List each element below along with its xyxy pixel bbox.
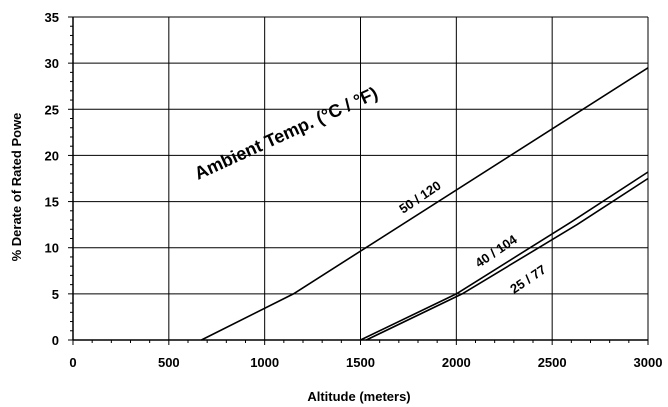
x-tick-label: 1000: [250, 355, 279, 370]
series-line-2: [360, 171, 649, 341]
y-tick-label: 25: [45, 102, 59, 117]
y-tick-label: 30: [45, 56, 59, 71]
x-axis-label: Altitude (meters): [307, 389, 410, 404]
ambient-temp-annotation: Ambient Temp. (°C / °F): [191, 83, 380, 184]
x-tick-label: 3000: [634, 355, 663, 370]
x-tick-label: 2000: [442, 355, 471, 370]
series-line-3: [365, 177, 649, 341]
series-label-25-77: 25 / 77: [507, 262, 548, 297]
gridlines: [73, 16, 649, 340]
y-tick-label: 5: [52, 287, 59, 302]
series-label-50-120: 50 / 120: [396, 178, 443, 217]
x-tick-label: 0: [69, 355, 76, 370]
x-axis-ticks: 0 500 1000 1500 2000 2500 3000: [69, 340, 662, 370]
series-label-40-104: 40 / 104: [472, 231, 520, 270]
y-tick-label: 0: [52, 333, 59, 348]
x-tick-label: 1500: [346, 355, 375, 370]
x-tick-label: 2500: [538, 355, 567, 370]
y-tick-label: 35: [45, 10, 59, 25]
series-line-1: [201, 67, 649, 341]
y-tick-label: 10: [45, 241, 59, 256]
y-tick-label: 15: [45, 195, 59, 210]
x-tick-label: 500: [158, 355, 180, 370]
y-axis-label: % Derate of Rated Powe: [9, 113, 24, 262]
y-tick-label: 20: [45, 148, 59, 163]
series-lines: [201, 67, 649, 341]
y-axis-ticks: 0 5 10 15 20 25 30 35: [45, 10, 73, 348]
